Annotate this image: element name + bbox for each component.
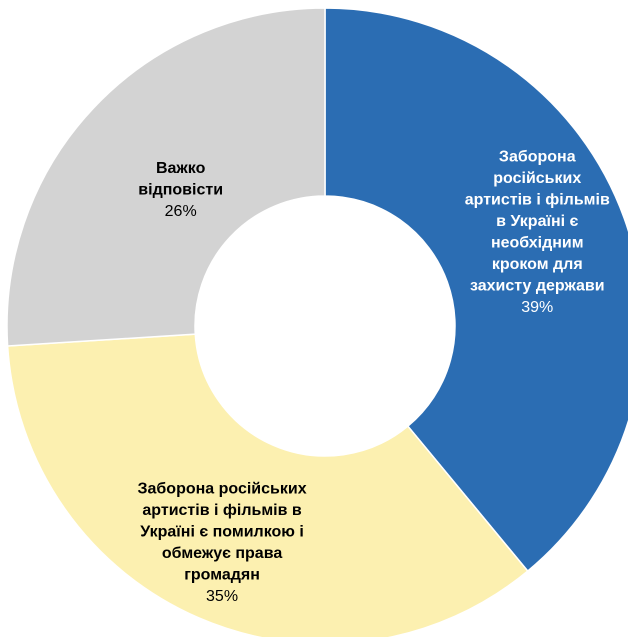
slice-label-1: Заборона російських артистів і фільмів в Ук… xyxy=(465,148,610,316)
slice-value-label: 35% xyxy=(206,588,238,605)
slice-label-line: захисту держави xyxy=(470,277,605,294)
slice-label-line: Заборона російських xyxy=(137,480,306,497)
donut-slice-2 xyxy=(6,333,529,642)
slice-value-label: 39% xyxy=(521,299,553,316)
slice-label-line: необхідним xyxy=(491,234,584,251)
slice-label-line: російських xyxy=(493,170,581,187)
slice-label-line: Україні є помилкою і xyxy=(140,523,304,540)
slice-label-2: Заборона російських артистів і фільмів в У… xyxy=(137,480,306,605)
slice-label-line: артистів і фільмів xyxy=(465,191,610,208)
slice-label-line: Важко xyxy=(156,160,206,177)
slice-label-line: артистів і фільмів в xyxy=(142,502,301,519)
slice-label-line: Заборона xyxy=(499,148,576,165)
slices-layer xyxy=(6,7,628,642)
labels-layer: Заборона російських артистів і фільмів в Ук… xyxy=(137,148,609,604)
slice-label-line: кроком для xyxy=(492,256,583,273)
slice-value-label: 26% xyxy=(165,203,197,220)
donut-slice-3 xyxy=(6,7,326,347)
slice-label-line: в Україні є xyxy=(496,213,578,230)
slice-label-line: громадян xyxy=(184,566,260,583)
slice-label-line: обмежує права xyxy=(162,545,282,562)
donut-slice-1 xyxy=(324,7,628,573)
slice-label-line: відповісти xyxy=(138,182,223,199)
slice-label-3: Важко відповісти 26% xyxy=(138,160,223,220)
